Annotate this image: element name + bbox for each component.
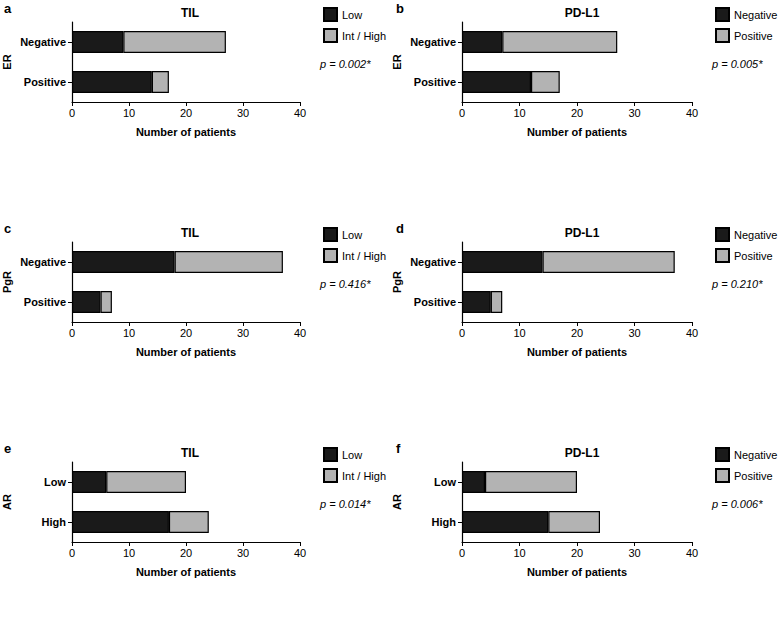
svg-text:30: 30	[628, 547, 640, 559]
svg-text:Positive: Positive	[24, 76, 66, 88]
svg-text:c: c	[4, 221, 11, 236]
svg-text:High: High	[42, 516, 67, 528]
svg-text:p = 0.005*: p = 0.005*	[711, 58, 763, 70]
svg-text:AR: AR	[1, 494, 13, 510]
svg-text:Number of patients: Number of patients	[527, 346, 627, 358]
svg-text:20: 20	[571, 327, 583, 339]
svg-text:p = 0.014*: p = 0.014*	[319, 498, 371, 510]
svg-text:a: a	[4, 1, 12, 16]
svg-text:20: 20	[180, 107, 192, 119]
svg-text:10: 10	[513, 327, 525, 339]
svg-text:p = 0.210*: p = 0.210*	[711, 278, 763, 290]
svg-text:20: 20	[180, 547, 192, 559]
svg-text:30: 30	[237, 327, 249, 339]
svg-text:Low: Low	[434, 476, 456, 488]
svg-text:10: 10	[513, 547, 525, 559]
svg-text:PD-L1: PD-L1	[565, 6, 600, 20]
svg-text:Number of patients: Number of patients	[136, 346, 236, 358]
svg-text:Negative: Negative	[20, 36, 66, 48]
svg-text:20: 20	[180, 327, 192, 339]
svg-text:0: 0	[459, 107, 465, 119]
svg-text:d: d	[396, 221, 404, 236]
svg-text:0: 0	[459, 327, 465, 339]
svg-text:p = 0.002*: p = 0.002*	[319, 58, 371, 70]
svg-text:10: 10	[123, 547, 135, 559]
svg-text:20: 20	[571, 107, 583, 119]
svg-text:30: 30	[237, 547, 249, 559]
svg-text:10: 10	[123, 327, 135, 339]
svg-text:Low: Low	[342, 9, 362, 21]
svg-text:Positive: Positive	[414, 296, 456, 308]
svg-text:Number of patients: Number of patients	[527, 126, 627, 138]
svg-text:40: 40	[294, 327, 306, 339]
svg-text:Negative: Negative	[20, 256, 66, 268]
svg-text:High: High	[432, 516, 457, 528]
svg-text:Negative: Negative	[734, 229, 777, 241]
svg-text:TIL: TIL	[181, 226, 199, 240]
svg-text:Int / High: Int / High	[342, 30, 386, 42]
svg-text:p = 0.006*: p = 0.006*	[711, 498, 763, 510]
svg-text:0: 0	[459, 547, 465, 559]
svg-text:p = 0.416*: p = 0.416*	[319, 278, 371, 290]
svg-text:Positive: Positive	[24, 296, 66, 308]
svg-text:PgR: PgR	[391, 271, 403, 293]
svg-text:Low: Low	[342, 229, 362, 241]
svg-text:PD-L1: PD-L1	[565, 446, 600, 460]
svg-text:30: 30	[628, 327, 640, 339]
svg-text:40: 40	[686, 547, 698, 559]
svg-text:PgR: PgR	[1, 271, 13, 293]
svg-text:Positive: Positive	[734, 250, 773, 262]
svg-text:b: b	[396, 1, 404, 16]
svg-text:Negative: Negative	[410, 36, 456, 48]
svg-text:40: 40	[294, 547, 306, 559]
svg-text:40: 40	[686, 107, 698, 119]
svg-text:30: 30	[237, 107, 249, 119]
svg-text:Negative: Negative	[410, 256, 456, 268]
svg-text:10: 10	[123, 107, 135, 119]
svg-text:Negative: Negative	[734, 9, 777, 21]
svg-text:e: e	[4, 441, 11, 456]
svg-text:Negative: Negative	[734, 449, 777, 461]
svg-text:Low: Low	[44, 476, 66, 488]
svg-text:Positive: Positive	[734, 470, 773, 482]
svg-text:TIL: TIL	[181, 6, 199, 20]
svg-text:f: f	[396, 441, 401, 456]
svg-text:Int / High: Int / High	[342, 470, 386, 482]
svg-text:10: 10	[513, 107, 525, 119]
svg-text:0: 0	[69, 547, 75, 559]
svg-text:Int / High: Int / High	[342, 250, 386, 262]
svg-text:Positive: Positive	[414, 76, 456, 88]
svg-text:30: 30	[628, 107, 640, 119]
svg-text:40: 40	[686, 327, 698, 339]
svg-text:TIL: TIL	[181, 446, 199, 460]
svg-text:0: 0	[69, 327, 75, 339]
svg-text:Low: Low	[342, 449, 362, 461]
svg-text:AR: AR	[391, 494, 403, 510]
svg-text:Number of patients: Number of patients	[136, 126, 236, 138]
svg-text:Number of patients: Number of patients	[527, 566, 627, 578]
svg-text:ER: ER	[391, 54, 403, 69]
svg-text:20: 20	[571, 547, 583, 559]
svg-text:ER: ER	[1, 54, 13, 69]
svg-text:40: 40	[294, 107, 306, 119]
svg-text:Positive: Positive	[734, 30, 773, 42]
svg-text:Number of patients: Number of patients	[136, 566, 236, 578]
svg-text:PD-L1: PD-L1	[565, 226, 600, 240]
svg-text:0: 0	[69, 107, 75, 119]
